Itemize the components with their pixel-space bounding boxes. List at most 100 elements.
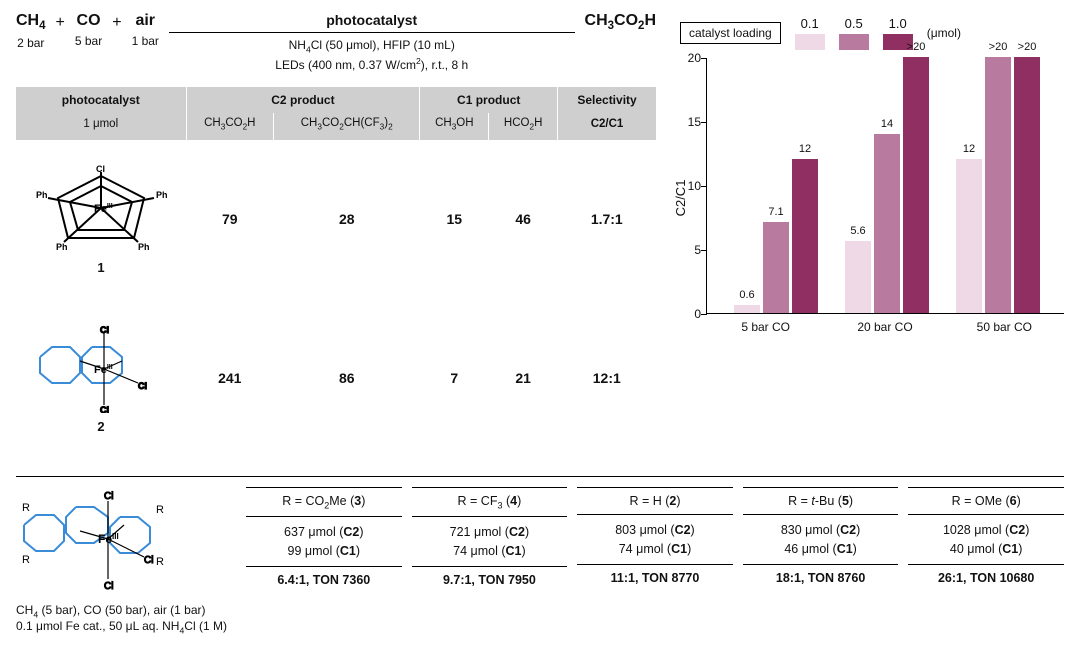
variant-c2: 637 mol (C2) bbox=[246, 525, 402, 539]
svg-text:Ph: Ph bbox=[156, 190, 168, 200]
th-sub: CH3OH bbox=[420, 113, 489, 139]
y-tick-label: 5 bbox=[679, 243, 701, 257]
reaction-equation: CH4 2 bar + CO 5 bar + air 1 bar photoca… bbox=[16, 12, 656, 73]
svg-text:FeIII: FeIII bbox=[94, 203, 113, 215]
bar-label: 7.1 bbox=[768, 206, 783, 218]
bar: 12 bbox=[792, 159, 818, 313]
bottom-section: R R R R Cl Cl Cl FeIII CH4 (5 bar), CO (… bbox=[16, 487, 1064, 636]
variant-c1: 99 mol (C1) bbox=[246, 544, 402, 558]
bar-chart: C2/C1 051015200.67.1125.614>2012>20>20 5… bbox=[706, 58, 1064, 338]
bar: 5.6 bbox=[845, 241, 871, 313]
bar-label: 14 bbox=[881, 118, 893, 130]
svg-text:Ph: Ph bbox=[138, 242, 150, 252]
reagent: CH4 2 bar bbox=[16, 12, 46, 50]
reagent-cond: 5 bar bbox=[75, 34, 102, 48]
legend-color-icon bbox=[795, 34, 825, 50]
bar: 7.1 bbox=[763, 222, 789, 313]
bar-group: 5.614>20 bbox=[845, 57, 929, 313]
structure-cell: Cl Cl Cl FeIII 2 bbox=[16, 299, 186, 458]
legend-swatch: 0.1 bbox=[795, 16, 825, 50]
structure-generic: R R R R Cl Cl Cl FeIII bbox=[16, 487, 196, 597]
legend-val: 0.5 bbox=[845, 16, 863, 31]
bar-label: >20 bbox=[1018, 41, 1037, 53]
th-sub: CH3CO2CH(CF3)2 bbox=[274, 113, 420, 139]
plot-area: 051015200.67.1125.614>2012>20>20 bbox=[706, 58, 1064, 314]
bar: >20 bbox=[1014, 57, 1040, 313]
svg-text:FeIII: FeIII bbox=[98, 532, 119, 546]
table-cell: 79 bbox=[186, 140, 274, 299]
legend-val: 1.0 bbox=[889, 16, 907, 31]
table-cell: 7 bbox=[420, 299, 489, 458]
svg-text:R: R bbox=[22, 502, 30, 514]
table-cell: 86 bbox=[274, 299, 420, 458]
x-category: 50 bar CO bbox=[945, 316, 1064, 338]
y-tick bbox=[701, 250, 707, 251]
legend-unit: (mol) bbox=[927, 26, 961, 40]
table-cell: 12:1 bbox=[558, 299, 656, 458]
bar-label: 12 bbox=[963, 143, 975, 155]
th-sub: 1 mol bbox=[16, 113, 186, 139]
right-panel: catalyst loading 0.10.51.0 (mol) C2/C1 0… bbox=[676, 12, 1064, 458]
svg-text:Cl: Cl bbox=[104, 491, 113, 502]
th-sub: C2/C1 bbox=[558, 113, 656, 139]
x-category: 5 bar CO bbox=[706, 316, 825, 338]
legend-val: 0.1 bbox=[801, 16, 819, 31]
th-c1: C1 product bbox=[420, 87, 558, 113]
bar: 12 bbox=[956, 159, 982, 313]
variant-list: R = CO2Me (3) 637 mol (C2) 99 mol (C1) 6… bbox=[246, 487, 1064, 588]
arrow-conditions: NH4Cl (50 mol), HFIP (10 mL) LEDs (400 n… bbox=[169, 37, 575, 73]
variant-ratio: 9.7:1, TON 7950 bbox=[412, 566, 568, 587]
top-section: CH4 2 bar + CO 5 bar + air 1 bar photoca… bbox=[16, 12, 1064, 458]
variant-ratio: 6.4:1, TON 7360 bbox=[246, 566, 402, 587]
svg-text:Cl: Cl bbox=[138, 381, 147, 391]
reagent-cond: 1 bar bbox=[132, 34, 159, 48]
bar-group: 0.67.112 bbox=[734, 159, 818, 313]
product: CH3CO2H bbox=[585, 12, 656, 32]
reagent-formula: air bbox=[132, 12, 159, 30]
structure-cell: FeIII Cl PhPh PhPh 1 bbox=[16, 140, 186, 299]
variant-card: R = OMe (6) 1028 mol (C2) 40 mol (C1) 26… bbox=[908, 487, 1064, 588]
svg-text:Ph: Ph bbox=[36, 190, 48, 200]
svg-text:Ph: Ph bbox=[56, 242, 68, 252]
section-divider bbox=[16, 476, 1064, 477]
variant-r: R = OMe (6) bbox=[908, 487, 1064, 515]
y-tick bbox=[701, 58, 707, 59]
variant-r: R = CO2Me (3) bbox=[246, 487, 402, 518]
svg-text:R: R bbox=[156, 504, 164, 516]
bar: >20 bbox=[903, 57, 929, 313]
plus-icon: + bbox=[112, 12, 121, 32]
y-tick bbox=[701, 314, 707, 315]
table-cell: 15 bbox=[420, 140, 489, 299]
y-tick-label: 20 bbox=[679, 51, 701, 65]
reagent-formula: CH4 bbox=[16, 12, 46, 32]
bar-label: >20 bbox=[989, 41, 1008, 53]
bar-label: >20 bbox=[907, 41, 926, 53]
svg-text:R: R bbox=[22, 554, 30, 566]
th-sub: HCO2H bbox=[489, 113, 558, 139]
bar: 14 bbox=[874, 134, 900, 313]
variant-ratio: 26:1, TON 10680 bbox=[908, 564, 1064, 585]
product-formula: CH3CO2H bbox=[585, 12, 656, 32]
variant-card: R = CO2Me (3) 637 mol (C2) 99 mol (C1) 6… bbox=[246, 487, 402, 588]
table-cell: 46 bbox=[489, 140, 558, 299]
y-tick-label: 10 bbox=[679, 179, 701, 193]
reagent-cond: 2 bar bbox=[16, 36, 46, 50]
y-tick-label: 0 bbox=[679, 307, 701, 321]
table-cell: 241 bbox=[186, 299, 274, 458]
bar: 0.6 bbox=[734, 305, 760, 313]
variant-c2: 803 mol (C2) bbox=[577, 523, 733, 537]
variant-ratio: 11:1, TON 8770 bbox=[577, 564, 733, 585]
reaction-arrow: photocatalyst NH4Cl (50 mol), HFIP (10 m… bbox=[169, 12, 575, 73]
svg-text:Cl: Cl bbox=[96, 164, 105, 174]
th-photocatalyst: photocatalyst bbox=[16, 87, 186, 113]
legend-swatch: 0.5 bbox=[839, 16, 869, 50]
legend-title: catalyst loading bbox=[680, 22, 781, 44]
variant-c2: 1028 mol (C2) bbox=[908, 523, 1064, 537]
variant-ratio: 18:1, TON 8760 bbox=[743, 564, 899, 585]
svg-text:R: R bbox=[156, 556, 164, 568]
reagent-formula: CO bbox=[75, 12, 102, 30]
y-tick-label: 15 bbox=[679, 115, 701, 129]
reagent: air 1 bar bbox=[132, 12, 159, 48]
bar-label: 0.6 bbox=[739, 289, 754, 301]
svg-text:Cl: Cl bbox=[104, 581, 113, 592]
